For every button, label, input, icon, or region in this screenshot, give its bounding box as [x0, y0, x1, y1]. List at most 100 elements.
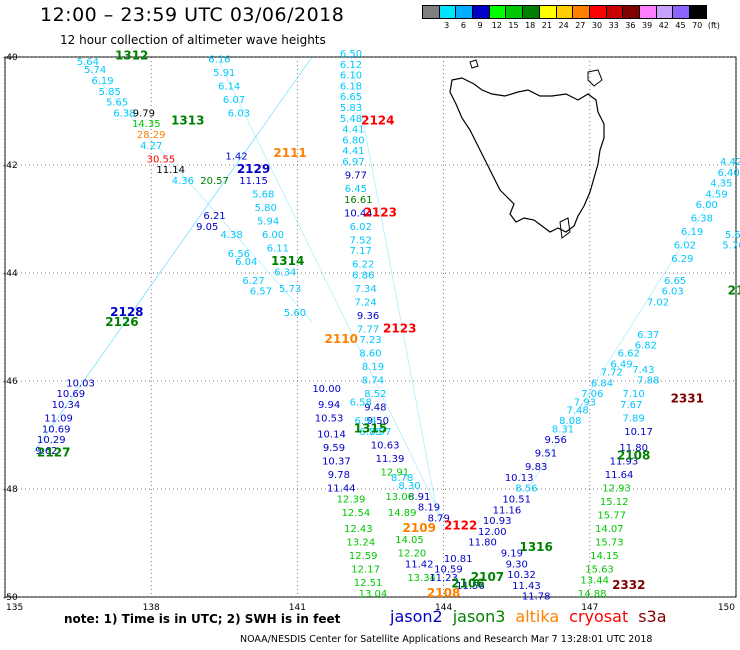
legend-tick-label: 12	[491, 21, 502, 30]
wave-height-value: 20.57	[200, 176, 229, 187]
longitude-tick-label: 147	[581, 603, 598, 610]
wave-height-value: 6.82	[635, 341, 657, 352]
wave-height-value: 11.09	[44, 414, 73, 425]
wave-height-value: 8.91	[408, 492, 430, 503]
legend-tick-label: 6	[460, 21, 466, 30]
track-id-label: 2106	[451, 576, 484, 590]
wave-height-value: 10.32	[507, 570, 536, 581]
wave-height-value: 7.10	[623, 389, 645, 400]
wave-height-value: 9.30	[506, 559, 528, 570]
wave-height-value: 5.65	[106, 98, 128, 109]
wave-height-value: 9.51	[535, 449, 557, 460]
legend-tick-label: 3	[444, 21, 450, 30]
wave-height-value: 10.81	[444, 554, 473, 565]
satellite-legend-item: jason3	[452, 607, 506, 626]
track-id-label: 1315	[354, 421, 387, 435]
wave-height-value: 10.69	[56, 389, 85, 400]
wave-height-value: 10.34	[52, 400, 81, 411]
wave-height-value: 6.03	[662, 287, 684, 298]
wave-height-value: 7.02	[647, 297, 669, 308]
wave-height-value: 8.08	[559, 416, 581, 427]
satellite-track-line	[33, 56, 313, 452]
wave-height-value: 6.19	[91, 76, 113, 87]
track-id-label: 2108	[617, 448, 650, 462]
wave-height-value: 28.29	[137, 130, 166, 141]
wave-height-value: 12.20	[398, 549, 427, 560]
track-id-label: 1313	[171, 114, 204, 128]
track-id-label: 2109	[403, 521, 436, 535]
wave-height-value: 6.58	[350, 397, 372, 408]
wave-height-value: 14.15	[590, 551, 619, 562]
track-id-label: 2123	[364, 205, 397, 219]
wave-height-value: 6.00	[696, 200, 718, 211]
wave-height-value: 5.85	[99, 87, 121, 98]
satellite-legend-item: jason2	[390, 607, 443, 626]
wave-height-value: 11.80	[619, 443, 648, 454]
wave-height-value: 6.56	[228, 249, 250, 260]
wave-height-value: 6.14	[218, 81, 240, 92]
wave-height-value: 8.31	[552, 424, 574, 435]
satellite-track-line	[33, 56, 313, 452]
wave-height-value: 6.07	[223, 95, 245, 106]
wave-height-value: 15.73	[595, 538, 624, 549]
track-id-label: 2122	[444, 519, 477, 533]
wave-height-value: 10.51	[502, 495, 531, 506]
wave-height-value: 11.44	[327, 484, 356, 495]
wave-height-value: 7.72	[601, 368, 623, 379]
credit-line: NOAA/NESDIS Center for Satellite Applica…	[240, 634, 653, 645]
wave-height-value: 12.17	[351, 565, 380, 576]
wave-height-value: 10.13	[505, 473, 534, 484]
wave-height-value: 5.64	[77, 57, 99, 68]
map-axis-labels: 135 138 141 144 147 150 -40 -42 -44 -46 -48 -50	[3, 53, 735, 610]
wave-height-value: 8.74	[362, 376, 384, 387]
wave-height-value: 9.50	[367, 416, 389, 427]
legend-tick-label: 27	[575, 21, 586, 30]
wave-height-value: 6.37	[637, 330, 659, 341]
track-id-label: 2332	[612, 578, 645, 592]
satellite-legend-item: s3a	[638, 607, 667, 626]
wave-height-value: 6.40	[718, 168, 740, 179]
wave-height-value: 10.37	[322, 457, 351, 468]
wave-height-value: 11.15	[239, 176, 268, 187]
wave-height-value: 11.78	[522, 592, 551, 603]
wave-height-value: 12.00	[478, 527, 507, 538]
legend-tick-label: 21	[541, 21, 552, 30]
satellite-legend-item: altika	[515, 607, 560, 626]
wave-height-value: 6.57	[250, 287, 272, 298]
wave-height-value: 7.34	[354, 284, 376, 295]
wave-height-value: 12.59	[349, 551, 378, 562]
wave-height-value: 30.55	[147, 154, 176, 165]
wave-height-value: 6.75	[359, 427, 381, 438]
satellite-track-line	[350, 56, 440, 522]
wave-height-value: 11.93	[610, 457, 639, 468]
wave-height-value: 7.93	[574, 397, 596, 408]
wave-height-value: 6.65	[340, 92, 362, 103]
wave-height-value: 15.77	[597, 511, 626, 522]
wave-height-value: 9.59	[323, 443, 345, 454]
page-subtitle: 12 hour collection of altimeter wave hei…	[60, 33, 326, 47]
wave-height-value: 14.07	[595, 524, 624, 535]
legend-tick-label: 70	[692, 21, 703, 30]
wave-height-value: 5.83	[340, 103, 362, 114]
flinders-island-outline	[587, 69, 603, 87]
track-id-label: 21	[728, 284, 740, 298]
track-id-label: 2331	[671, 392, 704, 406]
latitude-tick-label: -40	[3, 53, 18, 63]
tasmania-coastline	[449, 59, 605, 239]
wave-height-value: 4.59	[705, 189, 727, 200]
wave-height-value: 10.69	[42, 424, 71, 435]
wave-height-value: 15.12	[600, 497, 629, 508]
track-id-label: 2108	[427, 586, 460, 600]
legend-color-boxes	[422, 5, 707, 19]
wave-height-value: 5.74	[84, 65, 106, 76]
wave-height-value: 7.48	[566, 405, 588, 416]
wave-height-value: 5.60	[284, 308, 306, 319]
wave-height-value: 11.39	[376, 454, 405, 465]
wave-height-value: 12.51	[354, 578, 383, 589]
wave-height-value: 12.43	[344, 524, 373, 535]
wave-height-value: 9.79	[133, 108, 155, 119]
wave-height-value: 14.89	[388, 508, 417, 519]
wave-height-value: 11.42	[405, 559, 434, 570]
wave-height-value: 6.49	[610, 360, 632, 371]
wave-height-value: 9.94	[318, 400, 340, 411]
